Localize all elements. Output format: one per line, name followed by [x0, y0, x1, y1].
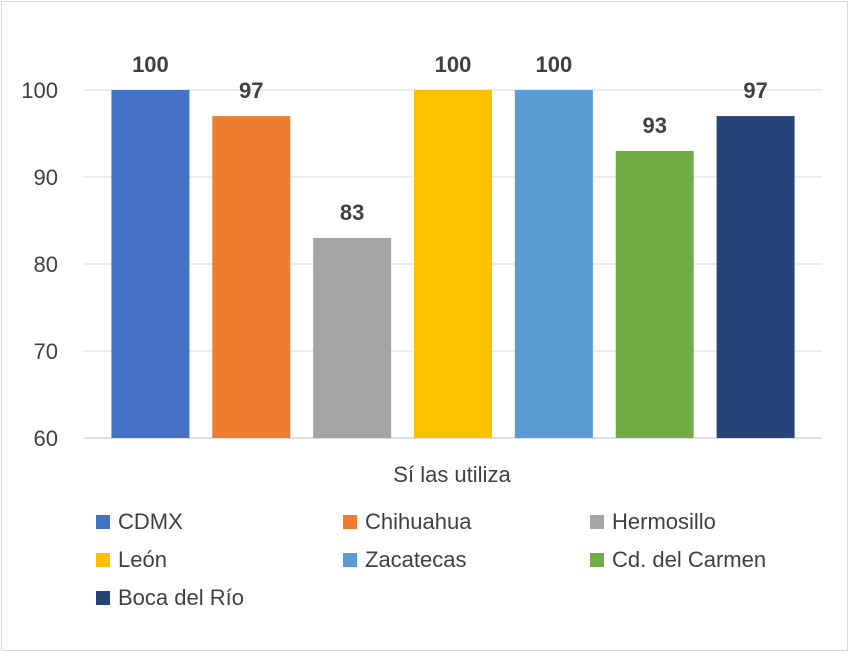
legend-label: Cd. del Carmen [612, 547, 767, 572]
data-label: 97 [239, 78, 263, 103]
legend-swatch [96, 515, 110, 529]
legend-item: Cd. del Carmen [590, 547, 816, 572]
legend-swatch [96, 553, 110, 567]
legend-item: Hermosillo [590, 509, 816, 534]
data-labels: 100 97 83 100 100 93 97 [132, 52, 768, 225]
data-label: 100 [535, 52, 572, 77]
legend-swatch [590, 553, 604, 567]
legend-item: Boca del Río [96, 585, 343, 610]
legend-item: Zacatecas [343, 547, 590, 572]
bar [414, 90, 492, 438]
legend-swatch [96, 591, 110, 605]
legend-label: Boca del Río [118, 585, 244, 610]
legend-item: CDMX [96, 509, 343, 534]
legend-label: Chihuahua [365, 509, 472, 534]
data-label: 100 [435, 52, 472, 77]
y-axis-ticks: 60 70 80 90 100 [21, 78, 58, 451]
y-tick-label: 90 [34, 165, 58, 190]
legend-swatch [343, 515, 357, 529]
data-label: 83 [340, 200, 364, 225]
legend-swatch [343, 553, 357, 567]
legend-label: Hermosillo [612, 509, 716, 534]
data-label: 93 [642, 113, 666, 138]
legend-label: Zacatecas [365, 547, 467, 572]
legend-label: León [118, 547, 167, 572]
data-label: 97 [743, 78, 767, 103]
y-tick-label: 60 [34, 426, 58, 451]
x-axis-label: Sí las utiliza [393, 462, 511, 487]
y-tick-label: 70 [34, 339, 58, 364]
bar [313, 237, 392, 438]
y-tick-label: 100 [21, 78, 58, 103]
bars [111, 90, 795, 438]
legend-swatch [590, 515, 604, 529]
legend: CDMX Chihuahua Hermosillo León Zacatecas Cd. … [96, 509, 816, 610]
bar [615, 150, 694, 438]
bar [111, 90, 190, 438]
legend-item: León [96, 547, 343, 572]
bar [212, 116, 291, 438]
legend-label: CDMX [118, 509, 183, 534]
data-label: 100 [132, 52, 169, 77]
bar [716, 116, 795, 438]
y-tick-label: 80 [34, 252, 58, 277]
bar [514, 90, 593, 438]
legend-item: Chihuahua [343, 509, 590, 534]
